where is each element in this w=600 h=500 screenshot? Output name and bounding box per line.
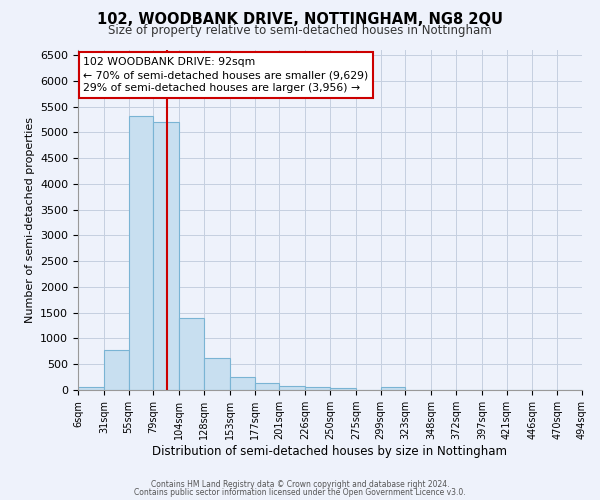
Bar <box>330 388 356 390</box>
Bar <box>230 376 254 390</box>
Bar <box>104 350 128 390</box>
Text: 102, WOODBANK DRIVE, NOTTINGHAM, NG8 2QU: 102, WOODBANK DRIVE, NOTTINGHAM, NG8 2QU <box>97 12 503 28</box>
Bar <box>78 388 104 390</box>
Bar <box>254 384 280 390</box>
Bar <box>280 386 305 390</box>
X-axis label: Distribution of semi-detached houses by size in Nottingham: Distribution of semi-detached houses by … <box>152 445 508 458</box>
Bar <box>179 318 204 390</box>
Bar <box>305 387 330 390</box>
Bar <box>380 387 406 390</box>
Bar <box>154 122 179 390</box>
Text: Contains public sector information licensed under the Open Government Licence v3: Contains public sector information licen… <box>134 488 466 497</box>
Text: Size of property relative to semi-detached houses in Nottingham: Size of property relative to semi-detach… <box>108 24 492 37</box>
Text: 102 WOODBANK DRIVE: 92sqm
← 70% of semi-detached houses are smaller (9,629)
29% : 102 WOODBANK DRIVE: 92sqm ← 70% of semi-… <box>83 57 368 93</box>
Text: Contains HM Land Registry data © Crown copyright and database right 2024.: Contains HM Land Registry data © Crown c… <box>151 480 449 489</box>
Y-axis label: Number of semi-detached properties: Number of semi-detached properties <box>25 117 35 323</box>
Bar <box>204 358 230 390</box>
Bar <box>128 116 154 390</box>
